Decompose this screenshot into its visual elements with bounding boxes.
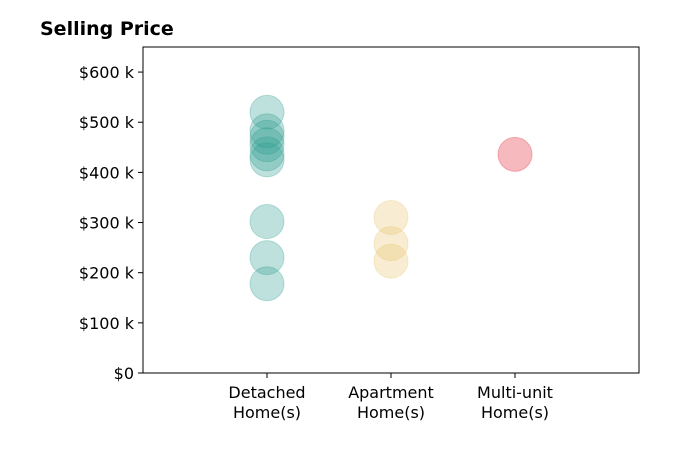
data-point xyxy=(249,94,285,130)
x-tick-label: Apartment Home(s) xyxy=(348,383,434,422)
y-tick-label: $600 k xyxy=(79,63,135,82)
y-tick-label: $500 k xyxy=(79,113,135,132)
data-point xyxy=(249,204,285,240)
y-tick-label: $300 k xyxy=(79,214,135,233)
y-tick-label: $200 k xyxy=(79,264,135,283)
y-tick-label: $400 k xyxy=(79,163,135,182)
x-tick-label: Detached Home(s) xyxy=(228,383,305,422)
data-point xyxy=(497,136,533,172)
data-point xyxy=(249,142,285,178)
data-point xyxy=(249,240,285,276)
data-point xyxy=(249,127,285,163)
y-tick-label: $100 k xyxy=(79,314,135,333)
x-tick-label: Multi-unit Home(s) xyxy=(477,383,553,422)
data-point xyxy=(373,200,409,236)
data-point xyxy=(373,243,409,279)
data-point xyxy=(249,119,285,155)
x-axis: Detached Home(s) Apartment Home(s) Multi-uni… xyxy=(228,373,553,422)
data-point xyxy=(249,136,285,172)
y-axis: $0 $100 k $200 k $300 k $400 k $500 k $600 k xyxy=(79,63,143,383)
data-point xyxy=(373,226,409,262)
plot-area xyxy=(249,94,533,302)
y-tick-label: $0 xyxy=(114,364,134,383)
chart-title: Selling Price xyxy=(40,18,174,40)
data-point xyxy=(249,266,285,302)
data-point xyxy=(249,113,285,149)
